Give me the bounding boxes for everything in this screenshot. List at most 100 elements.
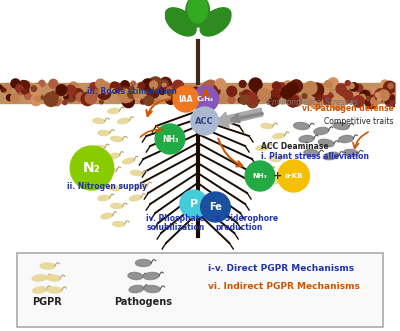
Circle shape: [177, 94, 183, 100]
Ellipse shape: [144, 285, 160, 293]
Circle shape: [284, 86, 298, 100]
Circle shape: [142, 79, 154, 91]
Ellipse shape: [98, 195, 110, 201]
Circle shape: [267, 99, 271, 103]
Circle shape: [202, 82, 213, 93]
Circle shape: [56, 85, 67, 95]
Text: iii. Roots stimulation: iii. Roots stimulation: [87, 87, 177, 96]
Circle shape: [287, 95, 299, 107]
Circle shape: [56, 88, 60, 92]
Circle shape: [326, 81, 332, 88]
Circle shape: [316, 95, 322, 101]
Circle shape: [367, 90, 374, 98]
Circle shape: [96, 79, 105, 88]
Circle shape: [1, 87, 6, 92]
Circle shape: [110, 82, 121, 93]
Ellipse shape: [98, 130, 110, 135]
Circle shape: [4, 83, 8, 88]
Text: P: P: [190, 199, 198, 209]
Circle shape: [239, 80, 246, 87]
Ellipse shape: [40, 263, 55, 269]
Ellipse shape: [128, 272, 143, 280]
Ellipse shape: [130, 195, 141, 201]
Ellipse shape: [46, 275, 60, 281]
Circle shape: [76, 93, 85, 102]
Circle shape: [21, 81, 31, 91]
Circle shape: [31, 95, 41, 106]
Circle shape: [100, 100, 103, 104]
Circle shape: [180, 87, 194, 100]
Text: ACC: ACC: [195, 117, 214, 125]
Circle shape: [146, 85, 150, 90]
Circle shape: [376, 93, 380, 97]
Circle shape: [24, 92, 32, 100]
Circle shape: [94, 85, 98, 90]
Circle shape: [16, 85, 23, 92]
Circle shape: [63, 101, 67, 105]
Circle shape: [160, 86, 167, 94]
Circle shape: [242, 92, 255, 104]
Text: iv. Phosphate: iv. Phosphate: [146, 214, 205, 223]
Circle shape: [39, 80, 45, 86]
Text: solubilization: solubilization: [146, 223, 204, 232]
Text: IAA: IAA: [178, 94, 193, 104]
Circle shape: [245, 92, 257, 105]
Circle shape: [46, 93, 53, 101]
Circle shape: [311, 88, 319, 97]
Circle shape: [349, 83, 354, 89]
Ellipse shape: [294, 122, 309, 129]
Circle shape: [191, 107, 218, 135]
Circle shape: [330, 97, 336, 104]
Ellipse shape: [108, 109, 120, 114]
Circle shape: [133, 93, 139, 100]
Circle shape: [4, 85, 12, 94]
Ellipse shape: [93, 118, 105, 123]
Circle shape: [322, 87, 329, 95]
Ellipse shape: [47, 287, 62, 293]
Circle shape: [149, 77, 162, 91]
Circle shape: [278, 160, 309, 192]
Ellipse shape: [323, 152, 339, 160]
Circle shape: [128, 91, 135, 98]
Circle shape: [250, 91, 261, 102]
Circle shape: [365, 96, 378, 109]
Circle shape: [372, 93, 380, 102]
Circle shape: [150, 81, 157, 89]
Circle shape: [378, 90, 389, 101]
Text: Pathogens: Pathogens: [114, 297, 172, 307]
Circle shape: [134, 93, 138, 98]
Circle shape: [256, 94, 264, 102]
Ellipse shape: [118, 118, 130, 124]
Ellipse shape: [111, 204, 122, 209]
Circle shape: [345, 81, 350, 85]
Circle shape: [64, 94, 68, 99]
Ellipse shape: [259, 168, 271, 174]
Circle shape: [281, 87, 293, 99]
Circle shape: [119, 89, 132, 103]
Circle shape: [251, 81, 255, 85]
Circle shape: [240, 95, 249, 104]
Circle shape: [49, 79, 58, 88]
Ellipse shape: [101, 213, 113, 219]
Circle shape: [164, 86, 170, 92]
Circle shape: [48, 94, 57, 103]
Ellipse shape: [136, 260, 151, 266]
Circle shape: [159, 89, 165, 94]
Circle shape: [162, 91, 171, 100]
Ellipse shape: [136, 183, 147, 189]
Circle shape: [306, 98, 313, 105]
Circle shape: [385, 96, 395, 106]
Ellipse shape: [123, 158, 134, 164]
Circle shape: [119, 86, 130, 97]
Circle shape: [44, 93, 58, 107]
Circle shape: [31, 86, 36, 91]
Circle shape: [340, 93, 347, 100]
Ellipse shape: [143, 272, 159, 280]
Circle shape: [328, 84, 334, 91]
Circle shape: [203, 94, 207, 99]
Ellipse shape: [32, 275, 47, 281]
Circle shape: [111, 82, 116, 87]
Circle shape: [6, 95, 12, 101]
Circle shape: [93, 90, 98, 95]
Circle shape: [320, 92, 334, 105]
